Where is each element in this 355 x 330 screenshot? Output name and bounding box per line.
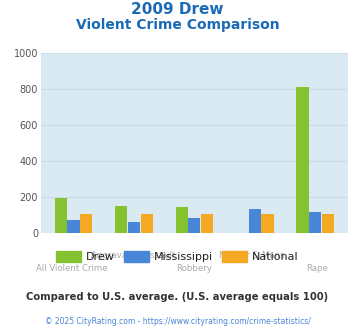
Bar — [322, 214, 334, 233]
Bar — [115, 206, 127, 233]
Bar — [67, 220, 80, 233]
Bar — [296, 86, 308, 233]
Bar — [176, 208, 188, 233]
Text: Robbery: Robbery — [176, 264, 212, 273]
Text: Violent Crime Comparison: Violent Crime Comparison — [76, 18, 279, 32]
Legend: Drew, Mississippi, National: Drew, Mississippi, National — [52, 247, 303, 267]
Text: All Violent Crime: All Violent Crime — [36, 264, 107, 273]
Bar — [309, 212, 321, 233]
Text: Murder & Mans...: Murder & Mans... — [219, 251, 293, 260]
Text: Compared to U.S. average. (U.S. average equals 100): Compared to U.S. average. (U.S. average … — [26, 292, 329, 302]
Bar — [55, 198, 67, 233]
Bar — [201, 214, 213, 233]
Bar — [188, 218, 201, 233]
Text: © 2025 CityRating.com - https://www.cityrating.com/crime-statistics/: © 2025 CityRating.com - https://www.city… — [45, 317, 310, 326]
Bar — [261, 214, 273, 233]
Text: 2009 Drew: 2009 Drew — [131, 2, 224, 16]
Bar — [80, 214, 92, 233]
Text: Rape: Rape — [306, 264, 328, 273]
Bar — [141, 214, 153, 233]
Bar — [249, 209, 261, 233]
Text: Aggravated Assault: Aggravated Assault — [91, 251, 175, 260]
Bar — [128, 222, 140, 233]
